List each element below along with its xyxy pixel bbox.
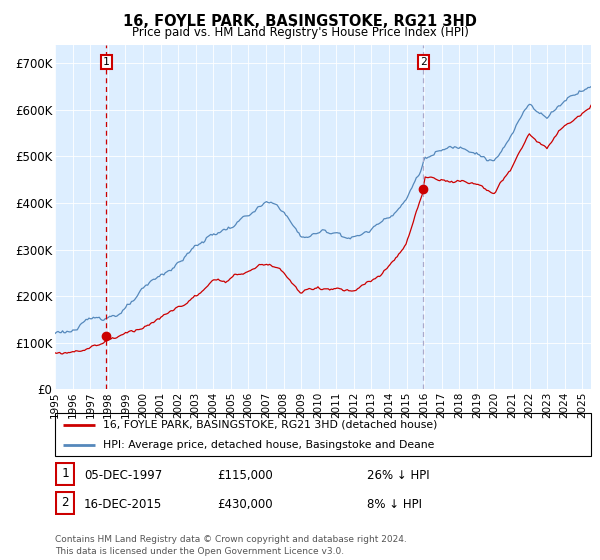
Text: 05-DEC-1997: 05-DEC-1997 [84,469,162,482]
Text: 2: 2 [420,57,427,67]
Text: HPI: Average price, detached house, Basingstoke and Deane: HPI: Average price, detached house, Basi… [103,440,435,450]
Text: Contains HM Land Registry data © Crown copyright and database right 2024.
This d: Contains HM Land Registry data © Crown c… [55,535,407,556]
Text: 16, FOYLE PARK, BASINGSTOKE, RG21 3HD (detached house): 16, FOYLE PARK, BASINGSTOKE, RG21 3HD (d… [103,420,438,430]
Text: Price paid vs. HM Land Registry's House Price Index (HPI): Price paid vs. HM Land Registry's House … [131,26,469,39]
Text: £115,000: £115,000 [217,469,273,482]
Text: 2: 2 [61,496,69,510]
Text: £430,000: £430,000 [217,498,273,511]
Text: 8% ↓ HPI: 8% ↓ HPI [367,498,422,511]
Text: 16-DEC-2015: 16-DEC-2015 [84,498,162,511]
Text: 1: 1 [103,57,110,67]
Text: 16, FOYLE PARK, BASINGSTOKE, RG21 3HD: 16, FOYLE PARK, BASINGSTOKE, RG21 3HD [123,14,477,29]
Text: 26% ↓ HPI: 26% ↓ HPI [367,469,430,482]
Text: 1: 1 [61,467,69,480]
